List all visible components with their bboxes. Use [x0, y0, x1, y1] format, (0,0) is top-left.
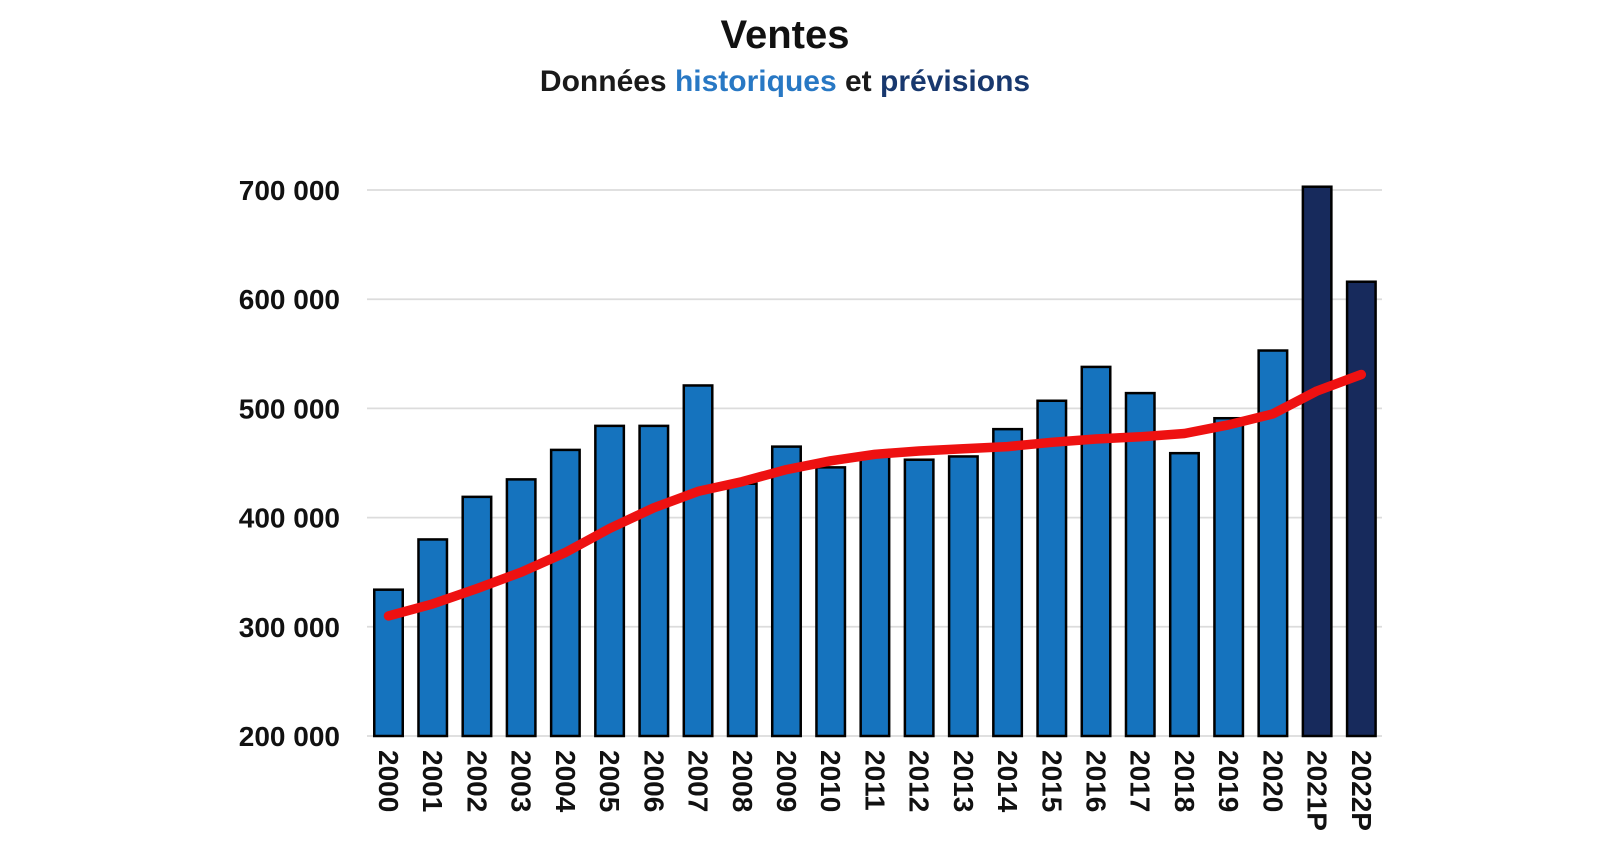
x-axis-label-2003: 2003	[506, 750, 537, 812]
y-axis-label-400000: 400 000	[239, 503, 340, 534]
x-axis-label-2008: 2008	[727, 750, 758, 812]
x-axis-label-2013: 2013	[948, 750, 979, 812]
bar-2014	[992, 427, 1024, 738]
bar-2005	[594, 424, 626, 738]
x-axis-label-2016: 2016	[1081, 750, 1112, 812]
x-axis-label-2018: 2018	[1169, 750, 1200, 812]
x-axis-label-2014: 2014	[992, 750, 1023, 813]
x-axis-label-2011: 2011	[859, 750, 890, 811]
bar-2008	[726, 482, 758, 738]
y-axis-label-500000: 500 000	[239, 393, 340, 424]
x-axis-label-2010: 2010	[815, 750, 846, 812]
x-axis-label-2005: 2005	[594, 750, 625, 812]
x-axis-label-2022P: 2022P	[1346, 750, 1377, 831]
trend-line	[383, 369, 1367, 621]
bar-2007	[682, 384, 714, 738]
x-axis-label-2017: 2017	[1125, 750, 1156, 812]
x-axis-label-2020: 2020	[1257, 750, 1288, 812]
bar-2011	[859, 454, 891, 738]
x-axis-label-2001: 2001	[417, 750, 448, 812]
y-axis-label-300000: 300 000	[239, 612, 340, 643]
x-axis-label-2007: 2007	[683, 750, 714, 812]
bar-2017	[1124, 391, 1156, 738]
bar-2015	[1036, 399, 1068, 738]
bar-2006	[638, 424, 670, 738]
bar-2022P	[1345, 280, 1377, 738]
bar-2001	[417, 538, 449, 738]
x-axis-label-2009: 2009	[771, 750, 802, 812]
bar-2016	[1080, 365, 1112, 738]
bar-2010	[815, 466, 847, 738]
bar-2019	[1213, 416, 1245, 738]
bar-2013	[947, 455, 979, 738]
y-axis-label-200000: 200 000	[239, 721, 340, 752]
y-axis-label-600000: 600 000	[239, 284, 340, 315]
x-axis-label-2012: 2012	[904, 750, 935, 812]
x-axis-label-2021P: 2021P	[1302, 750, 1333, 831]
x-axis-label-2006: 2006	[638, 750, 669, 812]
x-axis-label-2019: 2019	[1213, 750, 1244, 812]
bar-2021P	[1301, 185, 1333, 738]
x-axis-label-2015: 2015	[1036, 750, 1067, 812]
x-axis-label-2002: 2002	[461, 750, 492, 812]
y-axis-label-700000: 700 000	[239, 175, 340, 206]
bar-2009	[770, 445, 802, 738]
bar-2003	[505, 478, 537, 738]
bar-2002	[461, 495, 493, 738]
bar-2004	[549, 448, 581, 738]
bar-2018	[1168, 451, 1200, 738]
x-axis-label-2000: 2000	[373, 750, 404, 812]
x-axis-label-2004: 2004	[550, 750, 581, 813]
bar-2012	[903, 458, 935, 738]
